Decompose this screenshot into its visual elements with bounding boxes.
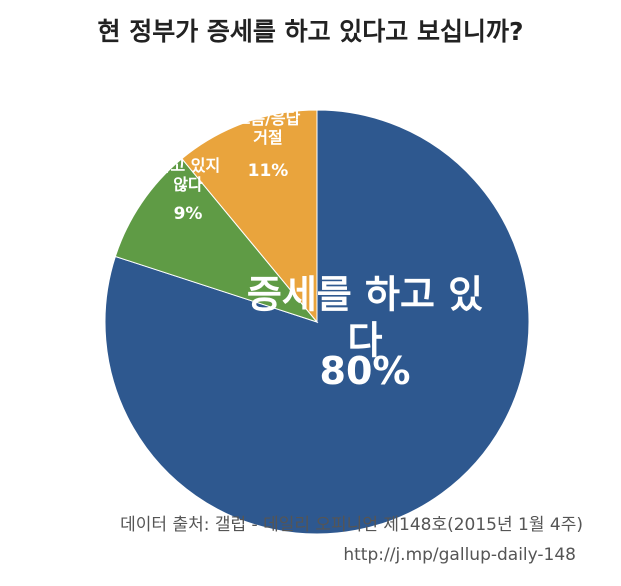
slice-value-label: 11% xyxy=(247,160,289,181)
slice-label: 하고 있지 않다 xyxy=(155,155,221,194)
chart-title: 현 정부가 증세를 하고 있다고 보십니까? xyxy=(97,17,524,46)
pie-slice xyxy=(114,157,319,324)
source-note: 데이터 출처: 갤럽 - 데일리 오피니언 제148호(2015년 1월 4주) xyxy=(120,515,583,535)
slice-value-label: 9% xyxy=(173,203,203,224)
slice-value-label: 80% xyxy=(319,349,411,394)
slice-label: 모름/응답 거절 xyxy=(235,108,301,147)
pie-slice xyxy=(181,109,318,324)
source-url: http://j.mp/gallup-daily-148 xyxy=(343,545,576,565)
slice-label: 증세를 하고 있다 xyxy=(246,272,484,362)
